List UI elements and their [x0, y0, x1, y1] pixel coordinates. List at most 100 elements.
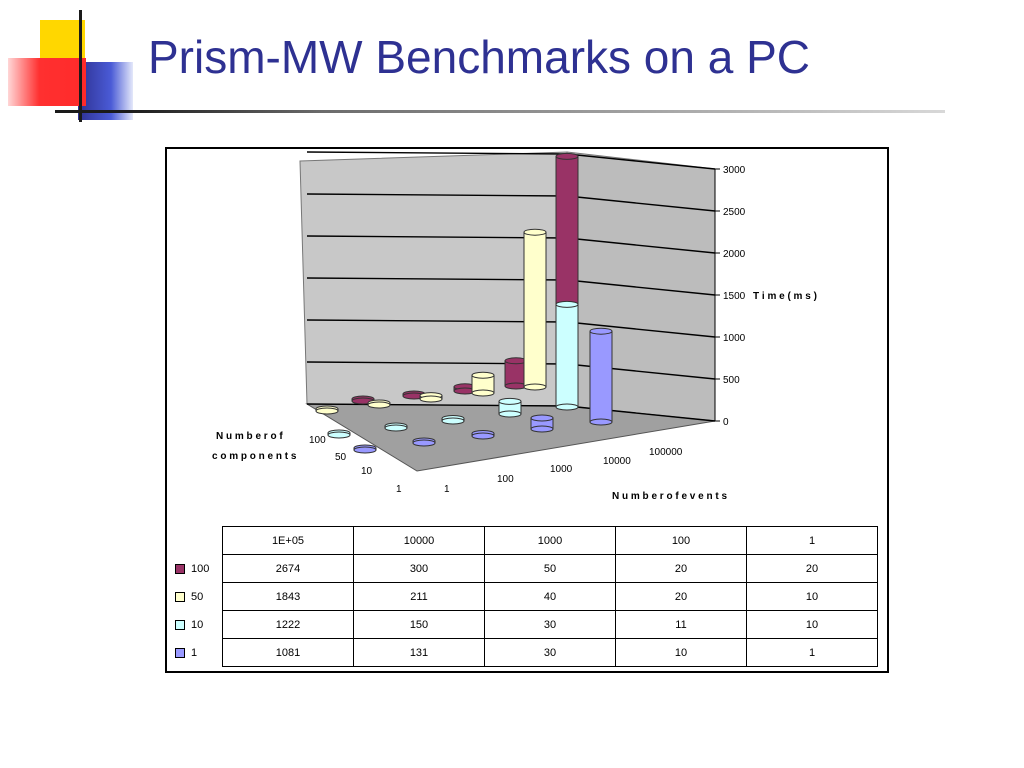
- legend-entry: 100: [172, 555, 223, 583]
- table-cell: 50: [484, 554, 616, 583]
- bar-base: [471, 432, 495, 440]
- x-tick-label: 100000: [649, 447, 683, 458]
- deco-vertical-line: [79, 10, 82, 122]
- z-tick-label: 2500: [723, 207, 746, 218]
- table-row: 1 1081 131 30 10 1: [172, 638, 878, 667]
- bar-1-1000: [471, 429, 495, 440]
- gridline-right: [566, 195, 716, 212]
- z-axis-label: T i m e ( m s ): [753, 291, 817, 302]
- table-header-cell: 100: [615, 526, 747, 555]
- bar-base: [419, 395, 443, 403]
- data-table: 1E+05 10000 1000 100 1 100 2674 300 50 2…: [172, 526, 878, 667]
- table-cell: 300: [353, 554, 485, 583]
- y-tick-label: 1: [396, 484, 402, 495]
- gridline-right: [566, 237, 716, 254]
- bar-base: [327, 431, 351, 439]
- z-tick-label: 1500: [723, 291, 746, 302]
- bar-100-1000: [453, 383, 477, 395]
- chart-bars: [315, 152, 613, 454]
- table-cell: 1: [746, 638, 878, 667]
- axis-labels: 100000 10000 1000 100 1 100 50 10 1 N u m b e r o…: [212, 431, 727, 502]
- z-tick-label: 2000: [723, 249, 746, 260]
- table-cell: 30: [484, 610, 616, 639]
- bar-body: [589, 330, 613, 423]
- table-cell: 30: [484, 638, 616, 667]
- x-tick-label: 100: [497, 474, 514, 485]
- legend-swatch: [175, 591, 185, 602]
- table-cell: 2674: [222, 554, 354, 583]
- bar-base: [384, 424, 408, 432]
- deco-red-square: [8, 58, 86, 106]
- bar-50-10000: [471, 371, 495, 397]
- bar-10-1: [327, 429, 351, 439]
- bar-1-10000: [530, 414, 554, 433]
- bar-50-100: [367, 399, 391, 409]
- bar-base: [353, 446, 377, 454]
- bar-1-100000: [589, 327, 613, 426]
- y-axis-label-line1: N u m b e r o f: [216, 431, 283, 442]
- table-header-cell: 10000: [353, 526, 485, 555]
- gridline-left: [306, 151, 568, 155]
- gridline-right: [566, 153, 716, 170]
- chart-back-wall-right: [566, 151, 716, 422]
- bar-base: [412, 439, 436, 447]
- bar-base: [315, 407, 339, 415]
- legend-entry: 50: [172, 583, 223, 611]
- table-header-cell: 1000: [484, 526, 616, 555]
- bar-10-10000: [498, 397, 522, 418]
- bar-body: [555, 303, 579, 408]
- x-tick-label: 10000: [603, 456, 631, 467]
- y-tick-label: 10: [361, 466, 373, 477]
- bar-base: [555, 403, 579, 411]
- table-cell: 211: [353, 582, 485, 611]
- bar-base: [498, 410, 522, 418]
- deco-horizontal-line: [55, 110, 945, 113]
- x-tick-label: 1000: [550, 464, 573, 475]
- bar-10-100000: [555, 300, 579, 411]
- bar-10-100: [384, 422, 408, 432]
- bar-base: [471, 389, 495, 397]
- bar-50-1: [315, 405, 339, 415]
- table-cell: 40: [484, 582, 616, 611]
- table-cell: 1081: [222, 638, 354, 667]
- bar-base: [367, 401, 391, 409]
- legend-swatch: [175, 619, 185, 630]
- legend-swatch: [175, 647, 185, 658]
- table-header-cell: 1E+05: [222, 526, 354, 555]
- chart-walls: [299, 151, 716, 472]
- table-row: 100 2674 300 50 20 20: [172, 554, 878, 583]
- table-cell: 10: [615, 638, 747, 667]
- legend-swatch: [175, 563, 185, 574]
- deco-yellow-square: [40, 20, 85, 65]
- legend-entry: 10: [172, 611, 223, 639]
- z-tick-label: 1000: [723, 333, 746, 344]
- z-tick-label: 3000: [723, 165, 746, 176]
- bar-base: [523, 383, 547, 391]
- x-tick-label: 1: [444, 484, 450, 495]
- legend-entry: 1: [172, 639, 223, 667]
- table-cell: 1843: [222, 582, 354, 611]
- table-row: 50 1843 211 40 20 10: [172, 582, 878, 611]
- y-tick-label: 50: [335, 452, 347, 463]
- bar-top: [555, 300, 579, 308]
- bar-1-100: [412, 437, 436, 447]
- y-axis-label-line2: c o m p o n e n t s: [212, 451, 297, 462]
- bar-top: [498, 397, 522, 405]
- bar-50-100000: [523, 228, 547, 391]
- table-header-row: 1E+05 10000 1000 100 1: [172, 526, 878, 555]
- z-tick-label: 500: [723, 375, 740, 386]
- bar-top: [589, 327, 613, 335]
- table-cell: 11: [615, 610, 747, 639]
- y-tick-label: 100: [309, 435, 326, 446]
- table-cell: 20: [746, 554, 878, 583]
- gridline-right: [566, 279, 716, 296]
- bar-base: [530, 425, 554, 433]
- z-axis: 0 500 1000 1500 2000 2500 3000 T i m e ( m s ): [714, 165, 817, 428]
- gridline-right: [566, 321, 716, 338]
- bar-10-1000: [441, 414, 465, 425]
- z-tick-label: 0: [723, 417, 729, 428]
- bar-top: [530, 414, 554, 422]
- x-axis-label: N u m b e r o f e v e n t s: [612, 491, 727, 502]
- bar-100-10000: [504, 357, 528, 390]
